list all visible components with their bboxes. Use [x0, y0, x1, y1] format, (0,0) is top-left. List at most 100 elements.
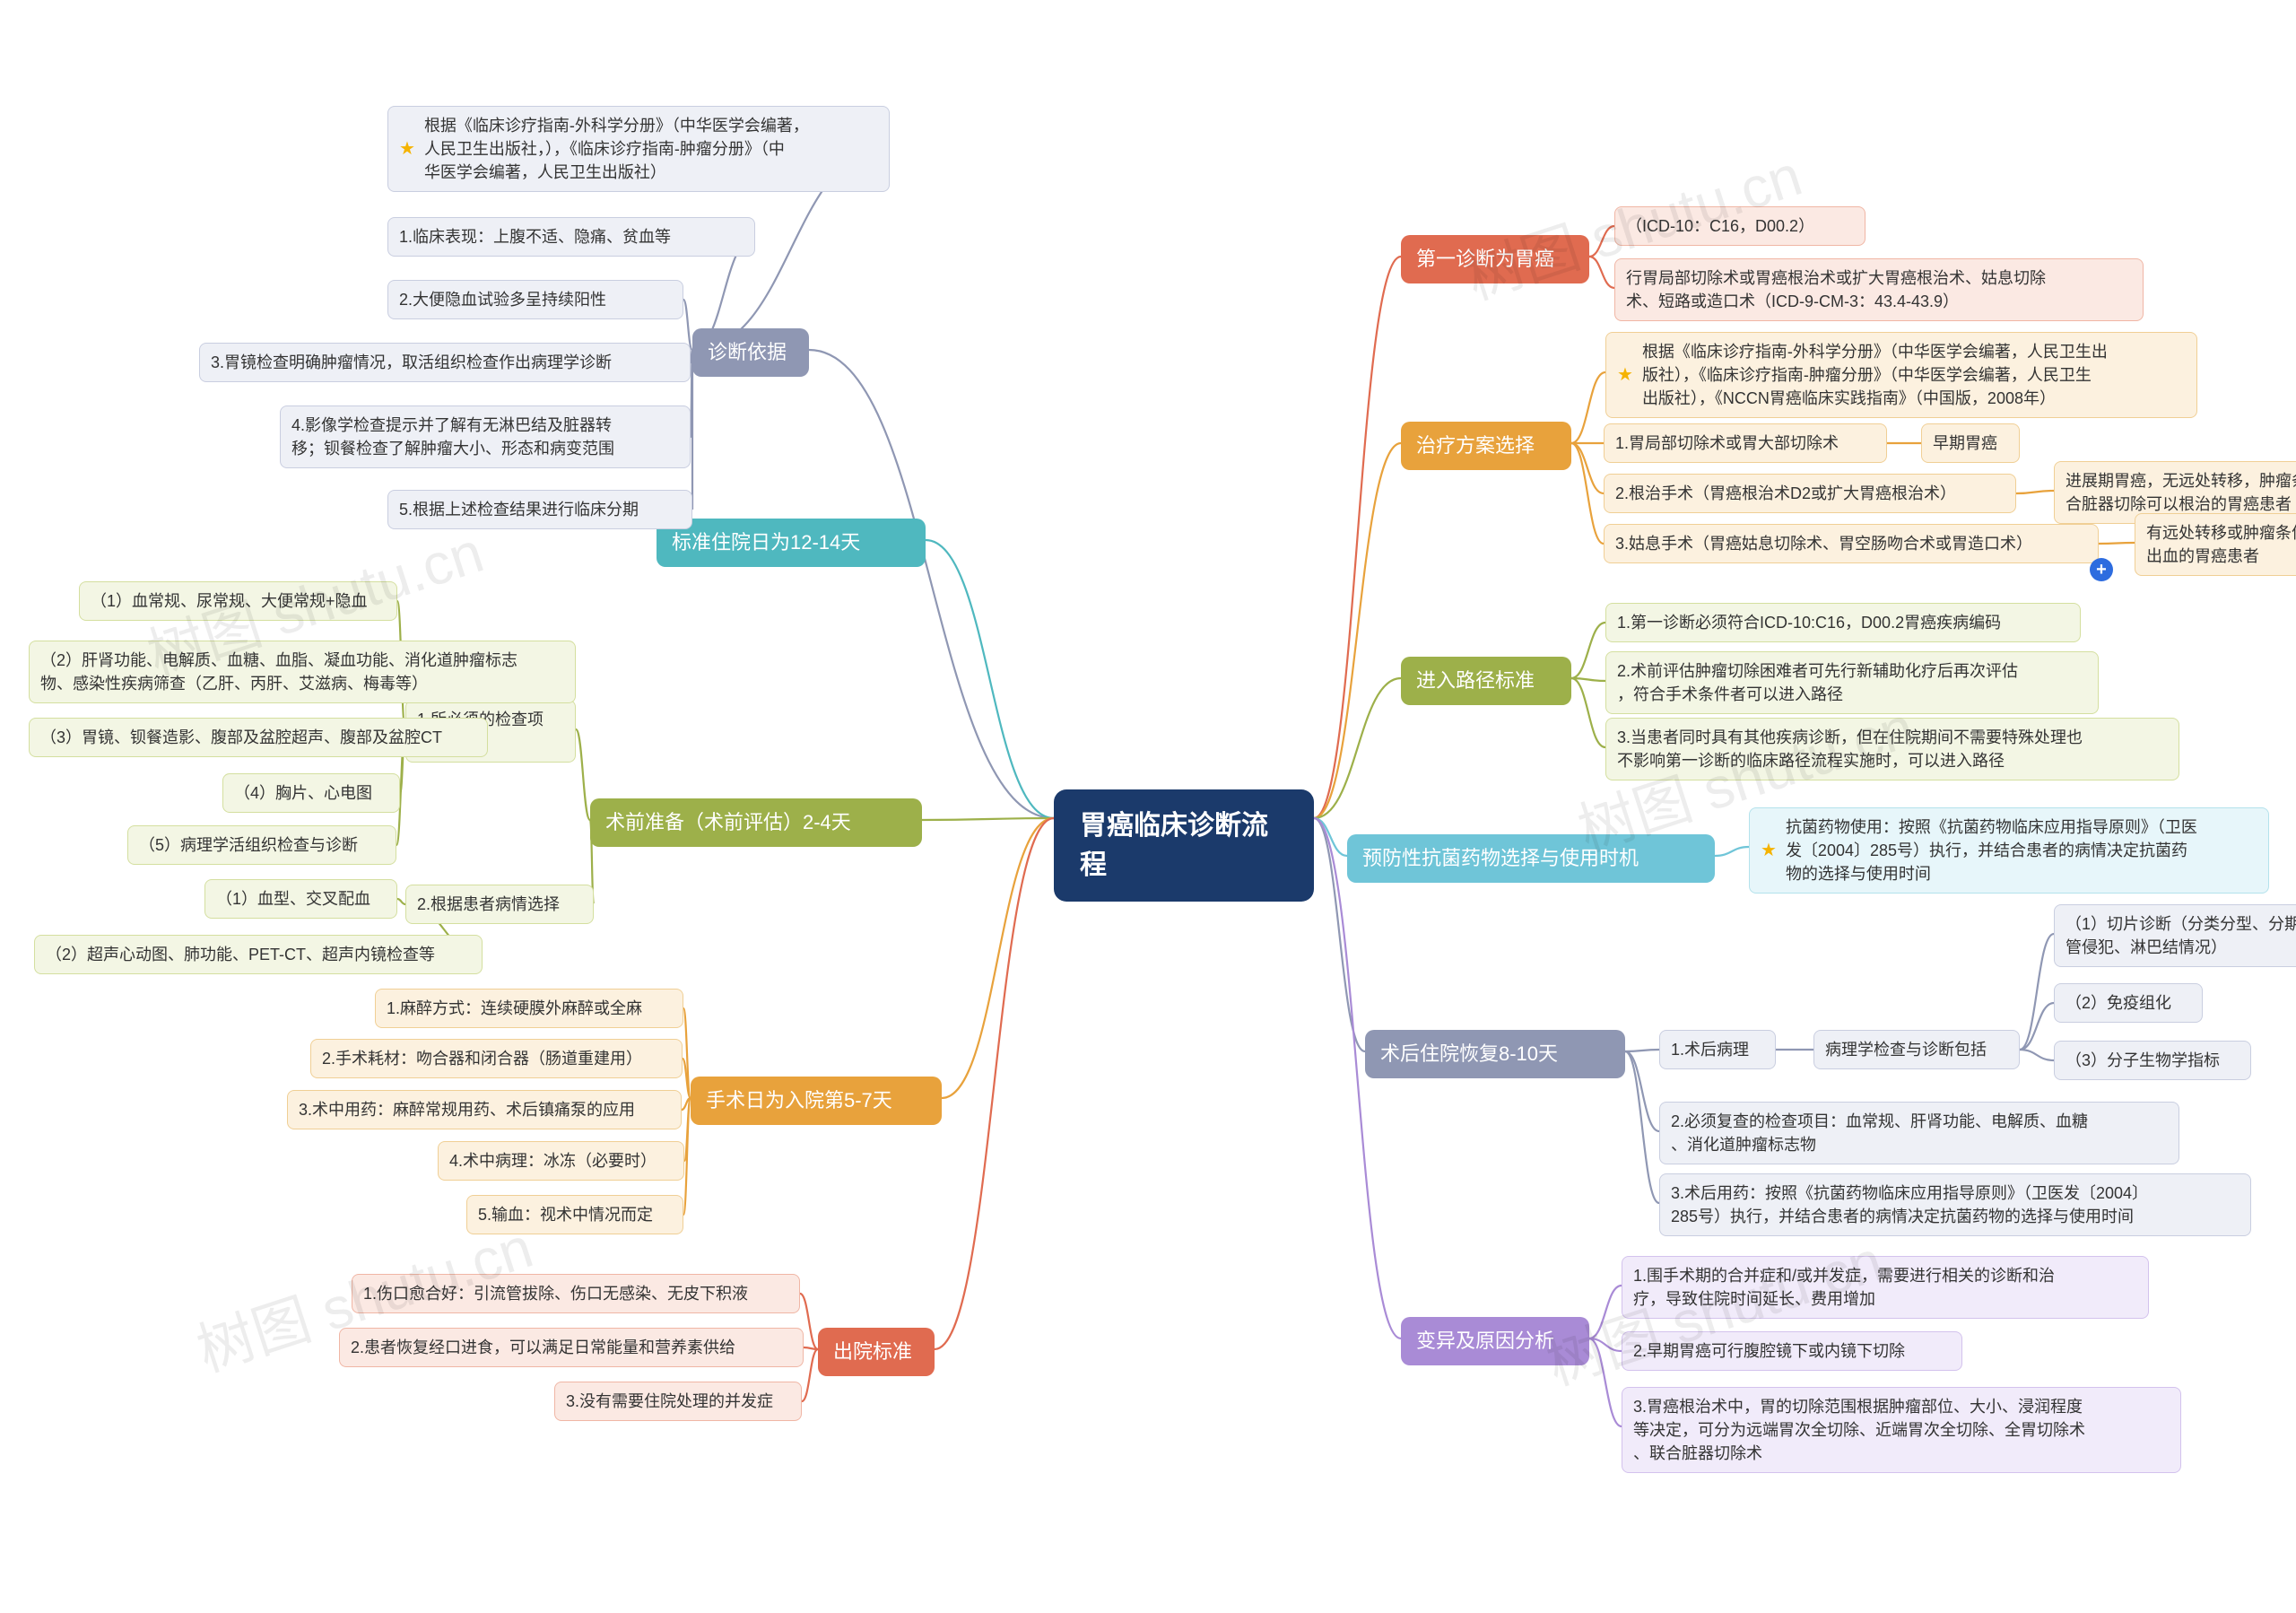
node-b_var: 变异及原因分析 [1401, 1317, 1589, 1365]
node-label: 3.术中用药：麻醉常规用药、术后镇痛泵的应用 [299, 1098, 635, 1121]
node-leaf_35: 3.术后用药：按照《抗菌药物临床应用指导原则》（卫医发〔2004〕 285号）执… [1659, 1173, 2251, 1236]
node-b_diag: 诊断依据 [692, 328, 809, 377]
edge [1589, 257, 1614, 288]
edge [1589, 1338, 1622, 1351]
node-label: 病理学检查与诊断包括 [1825, 1038, 1987, 1061]
node-leaf_17: 5.输血：视术中情况而定 [466, 1195, 683, 1234]
node-label: 进入路径标准 [1416, 667, 1535, 695]
node-label: 术前准备（术前评估）2-4天 [605, 808, 851, 837]
node-label: 3.术后用药：按照《抗菌药物临床应用指导原则》（卫医发〔2004〕 285号）执… [1671, 1181, 2148, 1228]
node-leaf_6: （1）血常规、尿常规、大便常规+隐血 [79, 581, 397, 621]
node-plan2: 2.根治手术（胃癌根治术D2或扩大胃癌根治术） [1604, 474, 2016, 513]
node-label: 2.根治手术（胃癌根治术D2或扩大胃癌根治术） [1615, 482, 1956, 505]
edge [1571, 678, 1605, 681]
edge [802, 1349, 818, 1401]
node-label: 1.第一诊断必须符合ICD-10:C16，D00.2胃癌疾病编码 [1617, 611, 2001, 634]
node-label: 3.胃癌根治术中，胃的切除范围根据肿瘤部位、大小、浸润程度 等决定，可分为远端胃… [1633, 1395, 2085, 1465]
node-b_path: 进入路径标准 [1401, 657, 1571, 705]
node-leaf_24: 早期胃癌 [1921, 423, 2020, 463]
node-leaf_4: 4.影像学检查提示并了解有无淋巴结及脏器转 移；钡餐检查了解肿瘤大小、形态和病变… [280, 405, 691, 468]
node-leaf_29: 3.当患者同时具有其他疾病诊断，但在住院期间不需要特殊处理也 不影响第一诊断的临… [1605, 718, 2179, 780]
node-label: 1.伤口愈合好：引流管拔除、伤口无感染、无皮下积液 [363, 1282, 748, 1305]
edge [942, 818, 1054, 1098]
node-label: 2.术前评估肿瘤切除困难者可先行新辅助化疗后再次评估 ，符合手术条件者可以进入路… [1617, 659, 2018, 706]
node-label: 2.患者恢复经口进食，可以满足日常能量和营养素供给 [351, 1336, 735, 1359]
node-leaf_2: 2.大便隐血试验多呈持续阳性 [387, 280, 683, 319]
node-label: 诊断依据 [708, 338, 787, 367]
edge [2020, 1003, 2054, 1050]
edge [1571, 623, 1605, 678]
node-label: 治疗方案选择 [1416, 432, 1535, 460]
edge [1314, 443, 1401, 818]
node-label: 有远处转移或肿瘤条件不允许，但合并梗阻、 出血的胃癌患者 [2146, 521, 2296, 568]
node-label: （2）肝肾功能、电解质、血糖、血脂、凝血功能、消化道肿瘤标志 物、感染性疾病筛查… [40, 649, 517, 695]
edge [576, 729, 590, 820]
node-leaf_34: 2.必须复查的检查项目：血常规、肝肾功能、电解质、血糖 、消化道肿瘤标志物 [1659, 1102, 2179, 1164]
node-leaf_15: 3.术中用药：麻醉常规用药、术后镇痛泵的应用 [287, 1090, 682, 1129]
edge [1625, 1051, 1659, 1203]
node-label: 3.胃镜检查明确肿瘤情况，取活组织检查作出病理学诊断 [211, 351, 612, 374]
node-label: 1.胃局部切除术或胃大部切除术 [1615, 432, 1839, 455]
edge [1625, 1051, 1659, 1131]
node-label: （2）超声心动图、肺功能、PET-CT、超声内镜检查等 [46, 943, 435, 966]
node-label: 第一诊断为胃癌 [1416, 245, 1554, 274]
edge [1571, 678, 1605, 747]
node-label: 胃癌临床诊断流程 [1080, 806, 1288, 885]
edge [1625, 1050, 1659, 1051]
node-label: （4）胸片、心电图 [234, 781, 372, 805]
node-leaf_19: 2.患者恢复经口进食，可以满足日常能量和营养素供给 [339, 1328, 804, 1367]
edge [682, 1098, 691, 1110]
node-leaf_37: 2.早期胃癌可行腹腔镜下或内镜下切除 [1622, 1331, 1962, 1371]
expand-icon[interactable]: + [2090, 558, 2113, 581]
edge [683, 1008, 691, 1098]
edge [683, 1059, 691, 1098]
node-plan1: 1.胃局部切除术或胃大部切除术 [1604, 423, 1887, 463]
node-label: 根据《临床诊疗指南-外科学分册》（中华医学会编著， 人民卫生出版社，），《临床诊… [424, 114, 809, 184]
node-leaf_18: 1.伤口愈合好：引流管拔除、伤口无感染、无皮下积液 [352, 1274, 800, 1313]
node-b_anti: 预防性抗菌药物选择与使用时机 [1347, 834, 1715, 883]
node-label: 根据《临床诊疗指南-外科学分册》（中华医学会编著，人民卫生出 版社），《临床诊疗… [1642, 340, 2108, 410]
edge [683, 1098, 691, 1215]
node-leaf_11: （1）血型、交叉配血 [204, 879, 397, 919]
node-leaf_7: （2）肝肾功能、电解质、血糖、血脂、凝血功能、消化道肿瘤标志 物、感染性疾病筛查… [29, 641, 576, 703]
node-leaf_10: （5）病理学活组织检查与诊断 [127, 825, 396, 865]
star-icon: ★ [1761, 838, 1777, 864]
node-leaf_13: 1.麻醉方式：连续硬膜外麻醉或全麻 [375, 989, 683, 1028]
node-label: 手术日为入院第5-7天 [706, 1086, 892, 1115]
node-label: 3.当患者同时具有其他疾病诊断，但在住院期间不需要特殊处理也 不影响第一诊断的临… [1617, 726, 2083, 772]
node-postinc: 病理学检查与诊断包括 [1813, 1030, 2020, 1069]
node-b_post: 术后住院恢复8-10天 [1365, 1030, 1625, 1078]
node-label: 2.手术耗材：吻合器和闭合器（肠道重建用） [322, 1047, 642, 1070]
node-leaf_21: （ICD-10：C16，D00.2） [1614, 206, 1866, 246]
node-label: （ICD-10：C16，D00.2） [1626, 214, 1814, 238]
node-label: 标准住院日为12-14天 [672, 528, 860, 557]
edge [2020, 1050, 2054, 1060]
node-post1: 1.术后病理 [1659, 1030, 1776, 1069]
node-label: 5.输血：视术中情况而定 [478, 1203, 653, 1226]
node-label: 进展期胃癌，无远处转移，肿瘤条件允许或联 合脏器切除可以根治的胃癌患者 [2066, 469, 2296, 516]
node-label: 2.必须复查的检查项目：血常规、肝肾功能、电解质、血糖 、消化道肿瘤标志物 [1671, 1110, 2088, 1156]
edge [804, 1347, 818, 1349]
edge [2099, 543, 2135, 544]
node-label: 4.影像学检查提示并了解有无淋巴结及脏器转 移；钡餐检查了解肿瘤大小、形态和病变… [291, 414, 614, 460]
node-leaf_32: （2）免疫组化 [2054, 983, 2203, 1023]
node-label: 2.根据患者病情选择 [417, 893, 560, 916]
node-leaf_38: 3.胃癌根治术中，胃的切除范围根据肿瘤部位、大小、浸润程度 等决定，可分为远端胃… [1622, 1387, 2181, 1473]
node-b_stay: 标准住院日为12-14天 [657, 519, 926, 567]
edge [809, 350, 1054, 818]
node-label: 早期胃癌 [1933, 432, 1997, 455]
node-b_disc: 出院标准 [818, 1328, 935, 1376]
node-leaf_3: 3.胃镜检查明确肿瘤情况，取活组织检查作出病理学诊断 [199, 343, 691, 382]
node-leaf_16: 4.术中病理：冰冻（必要时） [438, 1141, 684, 1181]
node-label: 出院标准 [833, 1338, 912, 1366]
node-leaf_28: 2.术前评估肿瘤切除困难者可先行新辅助化疗后再次评估 ，符合手术条件者可以进入路… [1605, 651, 2099, 714]
node-label: 5.根据上述检查结果进行临床分期 [399, 498, 639, 521]
node-label: 2.早期胃癌可行腹腔镜下或内镜下切除 [1633, 1339, 1905, 1363]
node-label: 3.姑息手术（胃癌姑息切除术、胃空肠吻合术或胃造口术） [1615, 532, 2032, 555]
node-b_first: 第一诊断为胃癌 [1401, 235, 1589, 283]
node-label: （1）血常规、尿常规、大便常规+隐血 [91, 589, 368, 613]
edge [1314, 818, 1347, 856]
node-b_preop: 术前准备（术前评估）2-4天 [590, 798, 922, 847]
node-label: 1.围手术期的合并症和/或并发症，需要进行相关的诊断和治 疗，导致住院时间延长、… [1633, 1264, 2055, 1311]
node-b_opday: 手术日为入院第5-7天 [691, 1077, 942, 1125]
